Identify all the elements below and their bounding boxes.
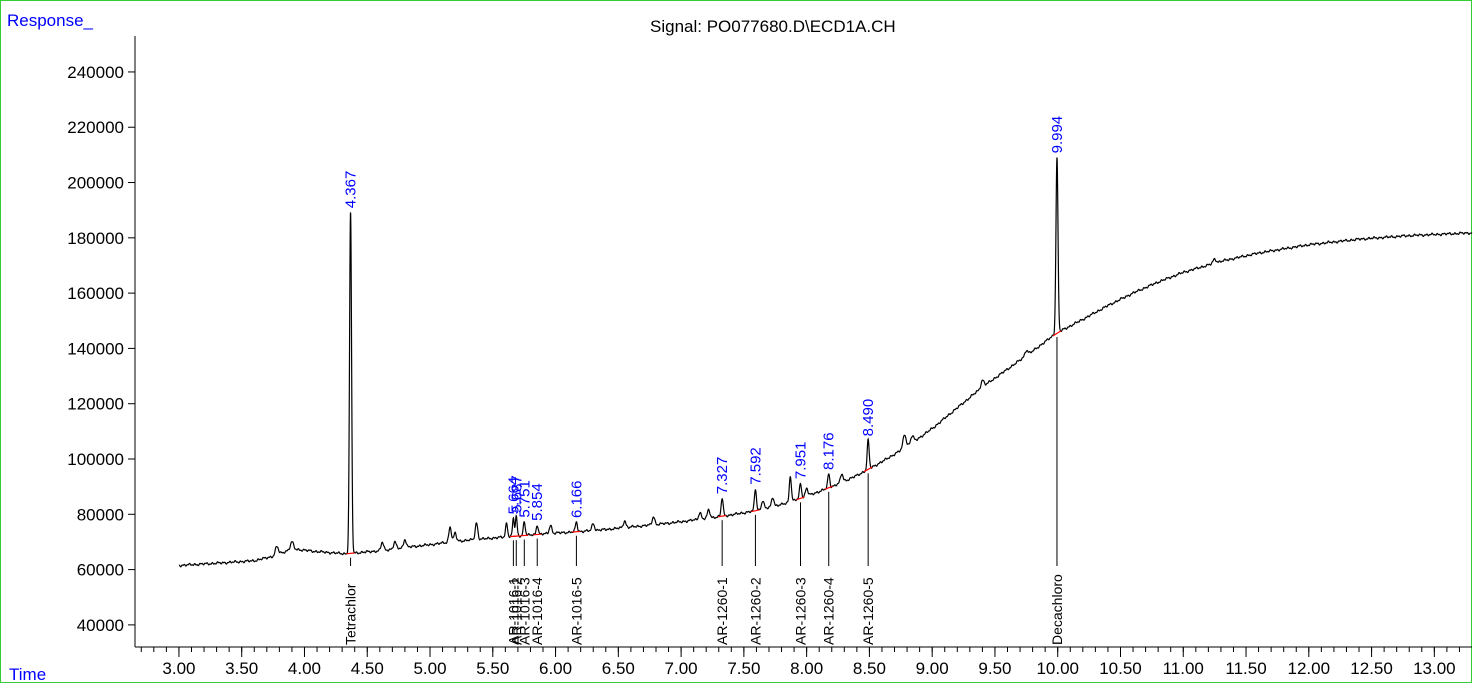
compound-label: AR-1016-2 <box>508 577 524 645</box>
peak-rt-label: 7.327 <box>714 457 731 495</box>
integration-baseline <box>512 535 520 537</box>
y-tick-label: 100000 <box>67 450 124 469</box>
integration-baseline <box>718 514 727 518</box>
x-tick-label: 9.50 <box>978 659 1011 678</box>
chart-title: Signal: PO077680.D\ECD1A.CH <box>650 17 896 36</box>
y-tick-label: 60000 <box>77 561 124 580</box>
compound-label: AR-1016-1 <box>505 577 521 645</box>
peak-rt-label: 8.176 <box>821 432 838 470</box>
x-tick-label: 11.00 <box>1163 659 1204 678</box>
compound-label: AR-1016-4 <box>529 577 545 645</box>
x-tick-label: 6.00 <box>539 659 572 678</box>
compound-label: AR-1016-3 <box>516 577 532 645</box>
integration-baseline <box>1052 330 1062 337</box>
y-tick-label: 80000 <box>77 505 124 524</box>
x-tick-label: 10.00 <box>1036 659 1079 678</box>
x-tick-label: 3.00 <box>162 659 195 678</box>
x-tick-label: 10.50 <box>1099 659 1142 678</box>
y-tick-label: 120000 <box>67 395 124 414</box>
y-axis-label: Response_ <box>7 11 94 30</box>
peak-rt-label: 5.687 <box>508 475 525 513</box>
compound-label: AR-1260-1 <box>714 577 730 645</box>
x-tick-label: 4.00 <box>288 659 321 678</box>
x-tick-label: 8.00 <box>790 659 823 678</box>
y-tick-label: 200000 <box>67 174 124 193</box>
integration-baseline <box>863 466 873 473</box>
x-tick-label: 7.00 <box>665 659 698 678</box>
peak-rt-label: 5.854 <box>529 483 546 521</box>
x-axis-label: Time <box>9 665 47 684</box>
x-tick-label: 12.00 <box>1288 659 1331 678</box>
compound-label: AR-1260-4 <box>821 577 837 645</box>
integration-baseline <box>824 485 833 490</box>
peak-rt-label: 4.367 <box>343 171 360 209</box>
x-tick-label: 5.00 <box>413 659 446 678</box>
compound-label: Tetrachlor <box>343 583 359 645</box>
x-tick-label: 13.00 <box>1413 659 1456 678</box>
peak-rt-label: 7.951 <box>792 442 809 480</box>
integration-baseline <box>346 552 355 555</box>
y-tick-label: 240000 <box>67 63 124 82</box>
x-tick-label: 11.50 <box>1225 659 1266 678</box>
integration-baseline <box>796 496 805 501</box>
peak-rt-label: 8.490 <box>860 399 877 437</box>
x-tick-label: 3.50 <box>225 659 258 678</box>
signal-trace <box>178 157 1473 568</box>
compound-label: Decachloro <box>1049 574 1065 645</box>
x-tick-label: 4.50 <box>351 659 384 678</box>
compound-label: AR-1260-3 <box>792 577 808 645</box>
x-tick-label: 5.50 <box>476 659 509 678</box>
peak-rt-label: 9.994 <box>1049 116 1066 154</box>
peak-rt-label: 6.166 <box>568 480 585 518</box>
compound-label: AR-1016-5 <box>568 577 584 645</box>
compound-label: AR-1260-2 <box>747 577 763 645</box>
peak-rt-label: 5.751 <box>516 480 533 518</box>
y-tick-label: 180000 <box>67 229 124 248</box>
compound-label: AR-1260-5 <box>860 577 876 645</box>
x-tick-label: 8.50 <box>853 659 886 678</box>
y-tick-label: 40000 <box>77 616 124 635</box>
integration-baseline <box>572 530 581 533</box>
x-tick-label: 6.50 <box>602 659 635 678</box>
integration-baseline <box>751 509 760 513</box>
x-tick-label: 12.50 <box>1350 659 1393 678</box>
y-tick-label: 220000 <box>67 118 124 137</box>
peak-rt-label: 5.664 <box>505 477 522 515</box>
peak-rt-label: 7.592 <box>747 447 764 485</box>
x-tick-label: 7.50 <box>727 659 760 678</box>
integration-baseline <box>520 534 529 537</box>
y-tick-label: 160000 <box>67 284 124 303</box>
x-tick-label: 9.00 <box>916 659 949 678</box>
integration-baseline <box>533 533 542 536</box>
y-tick-label: 140000 <box>67 339 124 358</box>
